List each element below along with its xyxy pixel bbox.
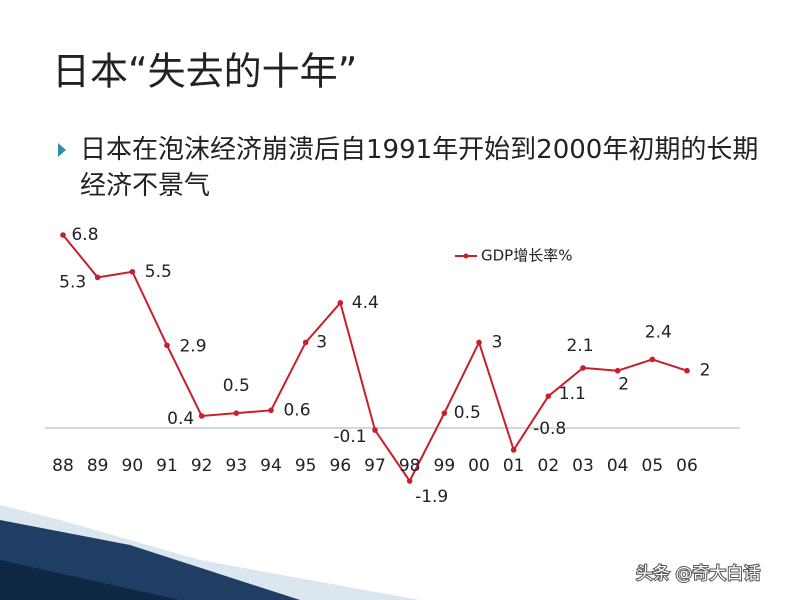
data-label: -0.1: [333, 427, 366, 447]
data-label: 0.5: [223, 376, 250, 396]
bullet: [58, 143, 66, 157]
data-point: [233, 410, 240, 416]
data-label: 1.1: [559, 384, 586, 404]
data-point: [545, 393, 552, 399]
x-tick-label: 97: [364, 456, 386, 476]
data-point: [268, 407, 274, 414]
data-label: 5.5: [145, 262, 172, 282]
data-point: [476, 339, 482, 346]
data-point: [441, 410, 448, 416]
data-point: [164, 342, 170, 349]
x-tick-label: 89: [87, 456, 109, 476]
data-point: [684, 367, 690, 374]
data-label: 0.5: [454, 403, 481, 423]
legend-label: GDP增长率%: [481, 247, 572, 265]
x-tick-label: 98: [399, 456, 421, 476]
swoosh-darker: [0, 560, 180, 600]
data-point: [580, 365, 586, 371]
data-label: 3: [492, 332, 503, 352]
watermark: 头条 @奇大白话: [636, 564, 760, 584]
bullet-text: 日本在泡沫经济崩溃后自1991年开始到2000年初期的长期经济不景气: [80, 135, 759, 201]
data-label: 4.4: [352, 293, 379, 313]
x-tick-label: 03: [572, 456, 594, 476]
x-tick-label: 00: [468, 456, 490, 476]
data-label: 0.6: [283, 400, 310, 420]
data-label: 2.4: [645, 322, 672, 342]
data-point: [649, 356, 656, 363]
data-point: [372, 427, 378, 433]
data-point: [129, 268, 136, 275]
data-label: 6.8: [71, 225, 98, 245]
x-tick-label: 94: [260, 456, 282, 476]
x-tick-label: 92: [191, 456, 213, 476]
x-tick-label: 04: [607, 456, 629, 476]
x-tick-label: 02: [538, 456, 560, 476]
x-tick-label: 01: [503, 456, 525, 476]
data-label: 2: [700, 361, 711, 381]
data-label: 3: [316, 332, 327, 352]
x-tick-label: 96: [330, 456, 352, 476]
data-point: [614, 367, 621, 374]
x-tick-label: 93: [226, 456, 248, 476]
data-label: -1.9: [415, 487, 448, 507]
data-label: 5.3: [59, 272, 86, 292]
x-tick-label: 90: [122, 456, 144, 476]
data-point: [510, 447, 517, 453]
data-point: [198, 413, 205, 419]
data-point: [60, 232, 66, 238]
bullet-box: 日本在泡沫经济崩溃后自1991年开始到2000年初期的长期经济不景气: [80, 135, 759, 201]
data-label: 2.1: [566, 336, 593, 356]
data-label: 2.9: [179, 336, 206, 356]
x-tick-label: 91: [156, 456, 178, 476]
legend-marker: [463, 253, 469, 259]
slide-title: 日本“失去的十年”: [52, 50, 357, 94]
x-tick-label: 06: [676, 456, 698, 476]
data-point: [337, 300, 344, 306]
data-label: -0.8: [533, 419, 566, 439]
data-point: [406, 478, 413, 484]
data-label: 0.4: [167, 409, 194, 429]
data-point: [94, 274, 101, 281]
x-tick-label: 95: [295, 456, 317, 476]
x-tick-label: 05: [642, 456, 664, 476]
plot: 6.8 5.3 5.5 2.9 0.4 0.5 0.6 3 4.4 -0.1 -1.9 0.5 3 -0.…: [52, 225, 710, 507]
x-tick-label: 88: [52, 456, 74, 476]
data-label: 2: [618, 375, 629, 395]
x-tick-label: 99: [434, 456, 456, 476]
data-point: [302, 339, 309, 346]
